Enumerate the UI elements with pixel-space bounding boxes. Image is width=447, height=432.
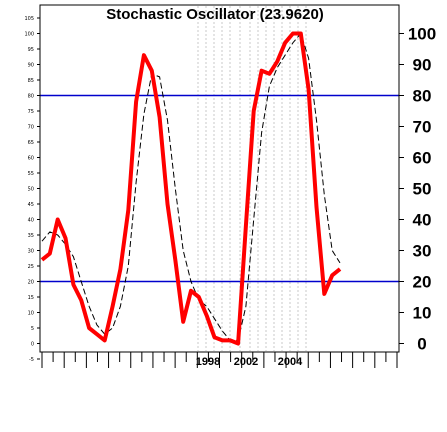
left-tick-label: 45 <box>28 202 34 208</box>
reference-lines <box>40 94 399 283</box>
left-tick-label: 25 <box>28 264 34 270</box>
right-tick-label: 20 <box>413 273 432 292</box>
right-tick-label: 10 <box>413 304 432 323</box>
left-tick-label: 55 <box>28 171 34 177</box>
left-tick-label: -5 <box>29 357 34 363</box>
left-tick-label: 20 <box>28 280 34 286</box>
right-tick-label: 90 <box>413 56 432 75</box>
left-tick-label: 90 <box>28 63 34 69</box>
left-tick-label: 75 <box>28 109 34 115</box>
left-tick-label: 5 <box>31 326 34 332</box>
right-tick-label: 40 <box>413 211 432 230</box>
signal-line-dashed <box>41 33 341 341</box>
x-tick-label-1998: 1998 <box>196 356 220 368</box>
left-tick-label: 60 <box>28 156 34 162</box>
right-tick-label: 50 <box>413 180 432 199</box>
chart-title: Stochastic Oscillator (23.9620) <box>106 6 324 23</box>
left-tick-label: 40 <box>28 218 34 224</box>
left-tick-label: 30 <box>28 249 34 255</box>
left-tick-label: 80 <box>28 94 34 100</box>
series-layer <box>40 31 342 346</box>
left-tick-label: 65 <box>28 140 34 146</box>
left-tick-label: 100 <box>24 32 34 38</box>
left-tick-label: 95 <box>28 47 34 53</box>
x-tick-label-2002: 2002 <box>234 356 258 368</box>
right-tick-label: 30 <box>413 242 432 261</box>
left-tick-label: 105 <box>24 16 34 22</box>
left-tick-label: 50 <box>28 187 34 193</box>
right-tick-label: 80 <box>413 87 432 106</box>
right-tick-label: 100 <box>408 25 436 44</box>
left-y-axis: -5 0 5 10 15 20 25 30 35 40 45 50 55 60 65 70 75 80 85 90 95… <box>24 16 40 363</box>
x-tick-label-2004: 2004 <box>278 356 303 368</box>
right-tick-label: 70 <box>413 118 432 137</box>
stochastic-line-solid <box>40 31 342 346</box>
left-tick-label: 85 <box>28 78 34 84</box>
right-tick-label: 60 <box>413 149 432 168</box>
left-tick-label: 15 <box>28 295 34 301</box>
bottom-x-axis: 1998 2002 2004 <box>41 352 398 368</box>
right-tick-label: 0 <box>417 335 426 354</box>
left-tick-label: 35 <box>28 233 34 239</box>
left-tick-label: 70 <box>28 125 34 131</box>
left-tick-label: 10 <box>28 311 34 317</box>
right-y-axis: 0 10 20 30 40 50 60 70 80 90 100 <box>399 25 436 354</box>
left-tick-label: 0 <box>31 342 34 348</box>
